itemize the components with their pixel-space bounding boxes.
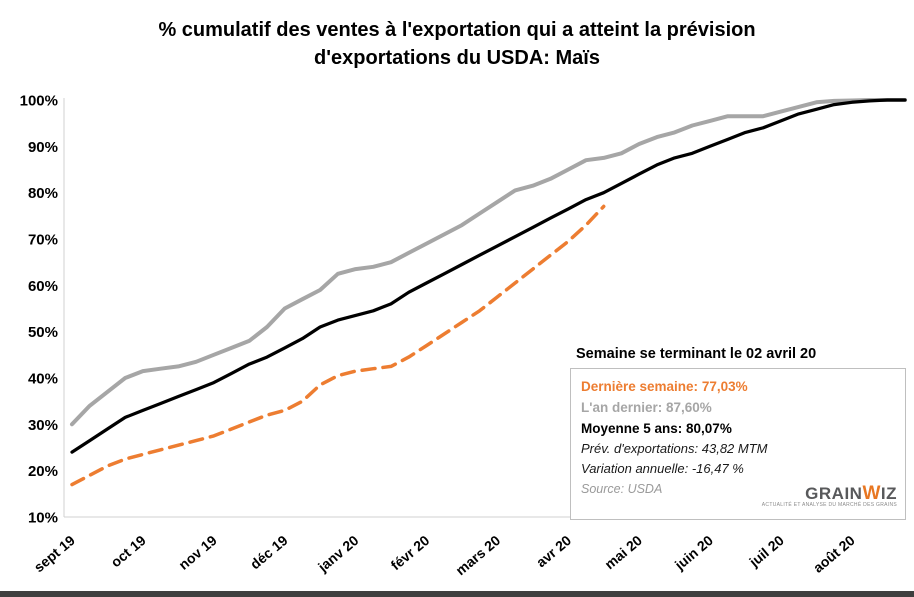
x-tick-label: août 20 <box>810 532 858 576</box>
source-label: Source: <box>581 482 625 496</box>
stat-annual-variation-value: -16,47 % <box>688 461 744 476</box>
y-tick-label: 20% <box>28 463 58 480</box>
stat-last-week-label: Dernière semaine: <box>581 379 699 394</box>
stat-export-forecast-value: 43,82 MTM <box>698 441 768 456</box>
stat-5yr-avg-value: 80,07% <box>682 421 732 436</box>
x-tick-label: juil 20 <box>745 532 787 571</box>
window-border <box>0 591 914 597</box>
stat-5yr-avg: Moyenne 5 ans: 80,07% <box>581 418 895 439</box>
series-line-moyenne-5-ans <box>70 98 907 454</box>
x-tick-label: avr 20 <box>533 532 574 570</box>
annotation-header: Semaine se terminant le 02 avril 20 <box>576 346 817 362</box>
stat-annual-variation-label: Variation annuelle: <box>581 461 689 476</box>
y-tick-label: 90% <box>28 139 58 156</box>
stat-last-year: L'an dernier: 87,60% <box>581 397 895 418</box>
stat-last-week: Dernière semaine: 77,03% <box>581 376 895 397</box>
chart-title-line2: d'exportations du USDA: Maïs <box>314 47 600 69</box>
annotation-box: Dernière semaine: 77,03% L'an dernier: 8… <box>570 368 906 520</box>
chart-title-line1: % cumulatif des ventes à l'exportation q… <box>158 19 756 41</box>
y-tick-label: 10% <box>28 510 58 527</box>
x-tick-label: juin 20 <box>671 532 716 574</box>
stat-export-forecast-label: Prév. d'exportations: <box>581 441 699 456</box>
y-tick-label: 80% <box>28 185 58 202</box>
x-tick-label: mars 20 <box>452 532 503 578</box>
y-tick-label: 60% <box>28 278 58 295</box>
series-line-l-an-dernier <box>70 98 907 427</box>
x-tick-label: nov 19 <box>175 532 219 573</box>
x-tick-label: déc 19 <box>247 532 291 572</box>
logo-w-icon: W <box>862 483 881 504</box>
y-tick-label: 30% <box>28 417 58 434</box>
stat-last-year-label: L'an dernier: <box>581 400 663 415</box>
stat-last-week-value: 77,03% <box>698 379 748 394</box>
source-note: Source: USDA <box>581 479 895 499</box>
y-tick-label: 50% <box>28 324 58 341</box>
x-tick-label: févr 20 <box>388 532 433 573</box>
stat-5yr-avg-label: Moyenne 5 ans: <box>581 421 683 436</box>
stat-annual-variation: Variation annuelle: -16,47 % <box>581 459 895 479</box>
y-tick-label: 40% <box>28 371 58 388</box>
stat-last-year-value: 87,60% <box>662 400 712 415</box>
logo-tagline: ACTUALITÉ ET ANALYSE DU MARCHÉ DES GRAIN… <box>761 502 897 508</box>
stat-export-forecast: Prév. d'exportations: 43,82 MTM <box>581 439 895 459</box>
x-tick-label: oct 19 <box>108 532 149 570</box>
logo-text-grain: GRAIN <box>805 484 863 503</box>
x-tick-label: janv 20 <box>314 532 362 576</box>
y-tick-label: 100% <box>20 93 58 110</box>
source-value: USDA <box>624 482 663 496</box>
grainwiz-logo: GRAINWIZ ACTUALITÉ ET ANALYSE DU MARCHÉ … <box>761 484 897 511</box>
logo-text-iz: IZ <box>880 484 897 503</box>
series-line-derni-re-semaine <box>70 204 606 487</box>
chart-title: % cumulatif des ventes à l'exportation q… <box>0 16 914 72</box>
x-tick-label: mai 20 <box>601 532 645 572</box>
x-tick-label: sept 19 <box>31 532 78 575</box>
y-tick-label: 70% <box>28 232 58 249</box>
